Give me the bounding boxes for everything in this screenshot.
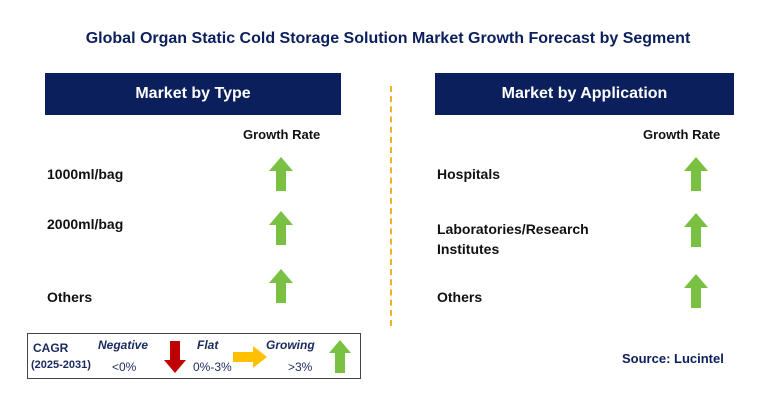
market-by-type-header: Market by Type	[45, 73, 341, 115]
legend-negative-value: <0%	[112, 360, 137, 374]
up-arrow-icon	[329, 340, 351, 373]
legend-growing-value: >3%	[288, 360, 313, 374]
panel-divider	[390, 86, 392, 326]
application-item-laboratories: Laboratories/Research Institutes	[437, 219, 589, 259]
left-growth-rate-label: Growth Rate	[243, 127, 321, 142]
type-item-2000ml: 2000ml/bag	[47, 216, 124, 232]
right-arrow-icon	[233, 346, 267, 368]
up-arrow-icon	[269, 157, 293, 191]
chart-title: Global Organ Static Cold Storage Solutio…	[85, 30, 691, 47]
legend-negative-label: Negative	[98, 338, 149, 352]
application-item-hospitals: Hospitals	[437, 166, 501, 182]
application-item-others: Others	[437, 289, 483, 305]
market-by-application-header: Market by Application	[435, 73, 734, 115]
legend-period: (2025-2031)	[31, 359, 91, 371]
application-item-laboratories-line2: Institutes	[437, 241, 500, 257]
application-item-laboratories-line1: Laboratories/Research	[437, 221, 589, 237]
source-label: Source: Lucintel	[622, 351, 724, 366]
up-arrow-icon	[269, 269, 293, 303]
legend-flat-label: Flat	[197, 338, 219, 352]
type-item-1000ml: 1000ml/bag	[47, 166, 124, 182]
legend-flat-value: 0%-3%	[193, 360, 232, 374]
market-by-application-header-text: Market by Application	[501, 85, 668, 102]
legend-growing-label: Growing	[266, 338, 315, 352]
cagr-legend: CAGR (2025-2031) Negative <0% Flat 0%-3%…	[27, 333, 361, 379]
type-item-others: Others	[47, 289, 93, 305]
up-arrow-icon	[684, 213, 708, 247]
up-arrow-icon	[269, 211, 293, 245]
market-by-type-header-text: Market by Type	[135, 85, 251, 102]
up-arrow-icon	[684, 274, 708, 308]
down-arrow-icon	[164, 341, 186, 373]
legend-cagr-label: CAGR	[33, 341, 69, 355]
up-arrow-icon	[684, 157, 708, 191]
right-growth-rate-label: Growth Rate	[643, 127, 721, 142]
